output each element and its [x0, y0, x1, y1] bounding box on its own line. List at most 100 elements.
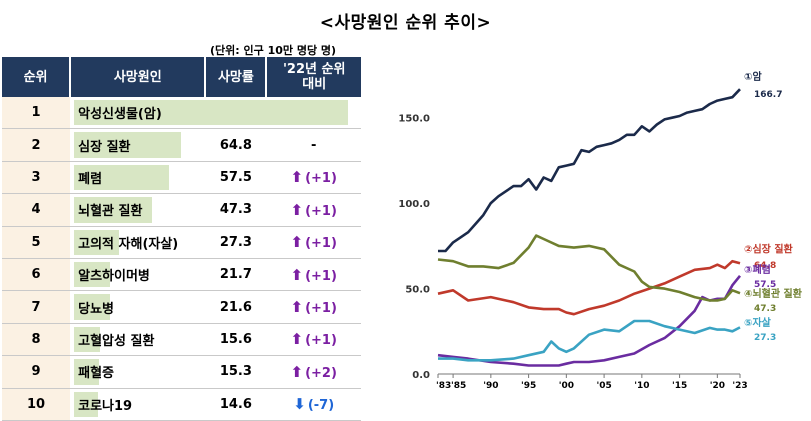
- rank-change-value: (+1): [305, 301, 337, 317]
- cause-label: 패혈증: [78, 366, 115, 382]
- rank-change-value: (+2): [305, 365, 337, 381]
- rate-bar: [74, 391, 99, 417]
- rate-bar: [74, 197, 152, 223]
- cause-cell: 뇌혈관 질환: [70, 193, 206, 227]
- rank-change-value: (+1): [305, 203, 337, 219]
- rank-change-cell: ⬇ (-7): [266, 388, 361, 421]
- header-change: '22년 순위 대비: [266, 57, 361, 97]
- rate-bar: [74, 132, 181, 158]
- arrow-up-icon: ⬆: [290, 265, 304, 284]
- y-tick-label: 50.0: [405, 285, 430, 296]
- rank-cell: 2: [2, 128, 71, 162]
- rank-change-cell: ⬆ (+1): [266, 193, 361, 227]
- series-value-label: 166.7: [754, 90, 782, 100]
- series-value-label: 27.3: [754, 333, 776, 343]
- series-line: [437, 274, 742, 367]
- table-row: 2 심장 질환 64.8 -: [2, 128, 361, 162]
- table-row: 5 고의적 자해(자살) 27.3 ⬆ (+1): [2, 226, 361, 259]
- x-tick-label: '85: [451, 381, 466, 390]
- rate-cell: 64.8: [205, 128, 267, 162]
- x-tick-label: '90: [483, 381, 498, 390]
- table-row: 4 뇌혈관 질환 47.3 ⬆ (+1): [2, 193, 361, 227]
- series-label: ①암: [744, 71, 762, 83]
- rank-change-cell: -: [266, 128, 361, 162]
- cause-label: 폐렴: [78, 171, 103, 187]
- cause-label: 당뇨병: [78, 301, 115, 317]
- cause-cell: 고혈압성 질환: [70, 323, 206, 357]
- cause-cell: 당뇨병: [70, 290, 206, 324]
- rank-cell: 3: [2, 161, 71, 195]
- cause-cell: 패혈증: [70, 355, 206, 389]
- rank-change-value: (+1): [305, 268, 337, 284]
- rank-change-value: (+1): [305, 236, 337, 252]
- rank-cell: 9: [2, 355, 71, 389]
- y-tick-label: 100.0: [398, 199, 430, 210]
- table-unit-label: (단위: 인구 10만 명당 명): [210, 44, 337, 57]
- rate-bar: [74, 164, 169, 191]
- rank-change-value: (-7): [307, 398, 335, 414]
- rank-change-cell: ⬆ (+1): [266, 161, 361, 195]
- rank-cell: 6: [2, 258, 71, 292]
- rate-bar: [74, 261, 110, 288]
- y-tick-label: 150.0: [398, 114, 430, 125]
- rate-bar: [74, 326, 100, 353]
- arrow-up-icon: ⬆: [290, 200, 304, 219]
- rate-cell: 15.6: [205, 323, 267, 357]
- series-line: [437, 234, 741, 302]
- rate-cell: 47.3: [205, 193, 267, 227]
- x-tick-label: '10: [634, 381, 649, 390]
- header-rate: 사망률: [205, 57, 268, 97]
- rate-cell: 27.3: [205, 226, 267, 259]
- series-label: ②심장 질환: [744, 243, 794, 256]
- rate-cell: 14.6: [205, 388, 267, 421]
- rate-bar: [74, 229, 119, 255]
- table-row: 6 알츠하이머병 21.7 ⬆ (+1): [2, 258, 361, 292]
- rank-cell: 10: [2, 388, 71, 421]
- rank-cell: 7: [2, 290, 71, 324]
- cause-label: 고의적 자해(자살): [78, 236, 179, 252]
- table-row: 7 당뇨병 21.6 ⬆ (+1): [2, 290, 361, 324]
- arrow-up-icon: ⬆: [290, 330, 304, 349]
- cause-label: 코로나19: [78, 398, 133, 414]
- rate-cell: 21.7: [205, 258, 267, 292]
- death-rate-trend-chart: (인구 10만 명당 명)0.050.0100.0150.0'83'85'90'…: [398, 71, 803, 390]
- rank-change-cell: ⬆ (+1): [266, 258, 361, 292]
- series-value-label: 47.3: [754, 304, 776, 314]
- table-row: 10 코로나19 14.6 ⬇ (-7): [2, 388, 361, 421]
- arrow-up-icon: ⬆: [290, 168, 304, 187]
- series-label: ④뇌혈관 질환: [744, 287, 803, 300]
- x-tick-label: '23: [732, 381, 747, 390]
- arrow-up-icon: ⬆: [290, 233, 304, 252]
- rate-cell: 15.3: [205, 355, 267, 389]
- rank-change-cell: ⬆ (+2): [266, 355, 361, 389]
- cause-cell: 고의적 자해(자살): [70, 226, 206, 259]
- x-tick-label: '00: [559, 381, 574, 390]
- x-tick-label: '05: [596, 381, 611, 390]
- header-rank: 순위: [2, 57, 72, 97]
- rate-cell: 21.6: [205, 290, 267, 324]
- rate-bar: [74, 100, 349, 126]
- x-tick-label: '95: [521, 381, 536, 390]
- rank-change-value: (+1): [305, 333, 337, 349]
- rate-cell: 57.5: [205, 161, 267, 195]
- series-line: [437, 259, 741, 316]
- rank-cell: 4: [2, 193, 71, 227]
- series-value-label: 64.8: [754, 261, 776, 271]
- cause-cell: 심장 질환: [70, 128, 206, 162]
- series-line: [438, 88, 741, 253]
- cause-cell: 폐렴: [70, 161, 206, 195]
- page-title: <사망원인 순위 추이>: [319, 13, 492, 33]
- rank-change-cell: ⬆ (+1): [266, 290, 361, 324]
- rank-change-value: (+1): [305, 171, 337, 187]
- header-cause: 사망원인: [70, 57, 207, 97]
- x-tick-label: '83: [436, 381, 451, 390]
- cause-label: 고혈압성 질환: [78, 333, 155, 349]
- y-tick-label: 0.0: [412, 370, 430, 381]
- cause-cell: 악성신생물(암): [70, 97, 349, 130]
- series-label: ③폐렴: [744, 263, 771, 276]
- rate-bar: [74, 294, 110, 320]
- arrow-down-icon: ⬇: [293, 395, 306, 414]
- rank-cell: 5: [2, 226, 71, 259]
- table-header-row: 순위 사망원인 사망률 '22년 순위 대비: [2, 57, 361, 97]
